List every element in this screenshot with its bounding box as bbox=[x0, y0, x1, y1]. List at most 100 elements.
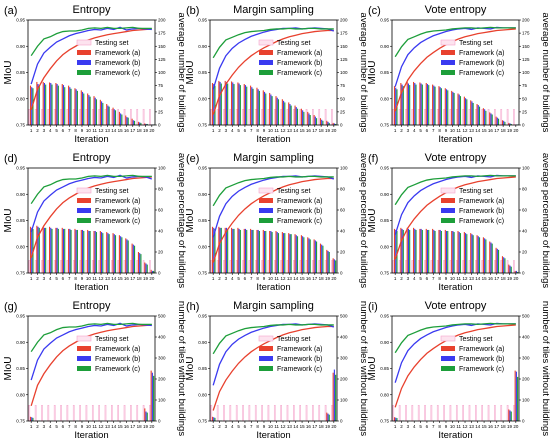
bar-fa-9 bbox=[262, 90, 264, 125]
line-fc bbox=[212, 175, 334, 207]
x-tick-label: 2 bbox=[218, 424, 221, 429]
bar-fa-14 bbox=[294, 234, 296, 273]
bar-fc-19 bbox=[510, 266, 512, 273]
left-tick-label: 0.85 bbox=[198, 218, 207, 223]
bar-testing-8 bbox=[254, 260, 257, 274]
bar-fc-8 bbox=[76, 90, 78, 126]
left-tick-label: 0.85 bbox=[16, 366, 25, 371]
legend-label-testing: Testing set bbox=[277, 188, 311, 195]
bar-testing-9 bbox=[261, 405, 263, 422]
bar-fc-9 bbox=[83, 93, 85, 125]
left-tick-label: 0.80 bbox=[16, 392, 25, 397]
bar-fc-7 bbox=[70, 229, 72, 273]
bar-testing-1 bbox=[210, 109, 213, 126]
bar-fc-12 bbox=[284, 102, 286, 125]
bar-testing-9 bbox=[79, 109, 81, 126]
bar-fb-6 bbox=[244, 228, 247, 273]
bar-testing-12 bbox=[98, 405, 100, 422]
bar-fc-7 bbox=[434, 86, 436, 125]
bar-fa-11 bbox=[275, 231, 277, 273]
bar-testing-13 bbox=[104, 405, 107, 422]
x-tick-label: 10 bbox=[268, 128, 274, 133]
bar-fc-3 bbox=[227, 83, 229, 126]
bar-fc-15 bbox=[303, 237, 305, 273]
legend-label-fa: Framework (a) bbox=[277, 346, 323, 353]
left-tick-label: 0.80 bbox=[198, 392, 207, 397]
line-fa bbox=[212, 177, 334, 263]
panel-title: Vote entropy bbox=[425, 4, 487, 16]
x-tick-label: 12 bbox=[99, 424, 105, 429]
bar-fb-3 bbox=[407, 228, 409, 273]
bar-fb-19 bbox=[327, 413, 329, 421]
x-tick-label: 14 bbox=[293, 424, 299, 429]
panel-title: Margin sampling bbox=[233, 300, 314, 312]
x-tick-label: 14 bbox=[475, 128, 481, 133]
line-fb bbox=[30, 322, 152, 381]
bar-testing-15 bbox=[299, 109, 302, 126]
legend-swatch-testing bbox=[440, 39, 456, 46]
x-tick-label: 19 bbox=[143, 128, 149, 133]
bar-fc-3 bbox=[227, 228, 229, 273]
bar-fa-3 bbox=[224, 227, 226, 273]
legend-swatch-fc bbox=[77, 366, 91, 371]
bar-testing-15 bbox=[481, 260, 484, 274]
y-axis-label-right: average number of buildings bbox=[358, 13, 369, 133]
legend-label-fb: Framework (b) bbox=[277, 356, 323, 363]
bar-testing-1 bbox=[28, 260, 31, 274]
line-fc bbox=[394, 26, 516, 58]
bar-fb-19 bbox=[145, 411, 147, 421]
bar-fa-4 bbox=[49, 82, 51, 125]
x-tick-label: 4 bbox=[231, 424, 234, 429]
bar-fa-11 bbox=[457, 93, 459, 125]
legend-label-fa: Framework (a) bbox=[459, 198, 505, 205]
legend-swatch-testing bbox=[76, 187, 92, 194]
x-tick-label: 7 bbox=[250, 276, 253, 281]
x-axis-label: Iteration bbox=[256, 134, 290, 145]
bar-fb-12 bbox=[465, 98, 467, 125]
bar-fc-15 bbox=[485, 110, 487, 126]
left-tick-label: 0.90 bbox=[16, 192, 25, 197]
bar-fc-1 bbox=[214, 228, 216, 273]
legend-label-fb: Framework (b) bbox=[459, 60, 505, 67]
bar-fa-20 bbox=[332, 122, 334, 125]
left-tick-label: 0.95 bbox=[380, 314, 389, 319]
left-tick-label: 0.85 bbox=[16, 218, 25, 223]
bar-fa-10 bbox=[451, 90, 453, 126]
bar-testing-5 bbox=[417, 109, 420, 126]
bar-fb-15 bbox=[120, 236, 122, 273]
bar-fa-6 bbox=[61, 84, 63, 125]
bar-fc-10 bbox=[271, 96, 273, 126]
bar-testing-20 bbox=[149, 260, 151, 274]
bar-testing-16 bbox=[123, 109, 126, 126]
left-tick-label: 0.75 bbox=[16, 419, 25, 424]
x-tick-label: 12 bbox=[99, 128, 105, 133]
bar-fc-17 bbox=[316, 241, 318, 273]
right-tick-label: 50 bbox=[158, 96, 164, 101]
bar-fa-12 bbox=[463, 96, 465, 125]
bar-testing-6 bbox=[60, 405, 62, 422]
line-fc bbox=[30, 26, 152, 57]
right-tick-label: 200 bbox=[340, 377, 348, 382]
left-tick-label: 0.90 bbox=[380, 192, 389, 197]
x-tick-label: 8 bbox=[438, 276, 441, 281]
bar-testing-8 bbox=[72, 109, 75, 126]
right-tick-label: 300 bbox=[522, 356, 530, 361]
bar-fb-5 bbox=[56, 84, 58, 125]
right-tick-label: 0 bbox=[340, 419, 343, 424]
bar-fa-2 bbox=[400, 83, 402, 125]
left-tick-label: 0.95 bbox=[198, 166, 207, 171]
bar-fb-13 bbox=[107, 105, 109, 126]
bar-fb-18 bbox=[139, 122, 141, 126]
line-fa bbox=[30, 324, 152, 406]
legend-label-fb: Framework (b) bbox=[277, 60, 323, 67]
bar-fb-1 bbox=[213, 417, 215, 421]
left-tick-label: 0.90 bbox=[198, 192, 207, 197]
bar-fa-2 bbox=[218, 226, 220, 273]
bar-fa-11 bbox=[93, 96, 95, 126]
bar-fb-7 bbox=[433, 229, 435, 273]
left-tick-label: 0.90 bbox=[198, 44, 207, 49]
left-tick-label: 0.75 bbox=[380, 419, 389, 424]
panel-title: Vote entropy bbox=[425, 152, 487, 164]
line-fa bbox=[394, 28, 516, 112]
panel-letter: (f) bbox=[368, 153, 378, 165]
